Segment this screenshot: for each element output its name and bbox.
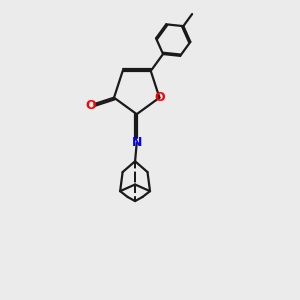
Text: N: N — [131, 136, 142, 149]
Text: O: O — [85, 99, 96, 112]
Text: O: O — [154, 91, 165, 104]
